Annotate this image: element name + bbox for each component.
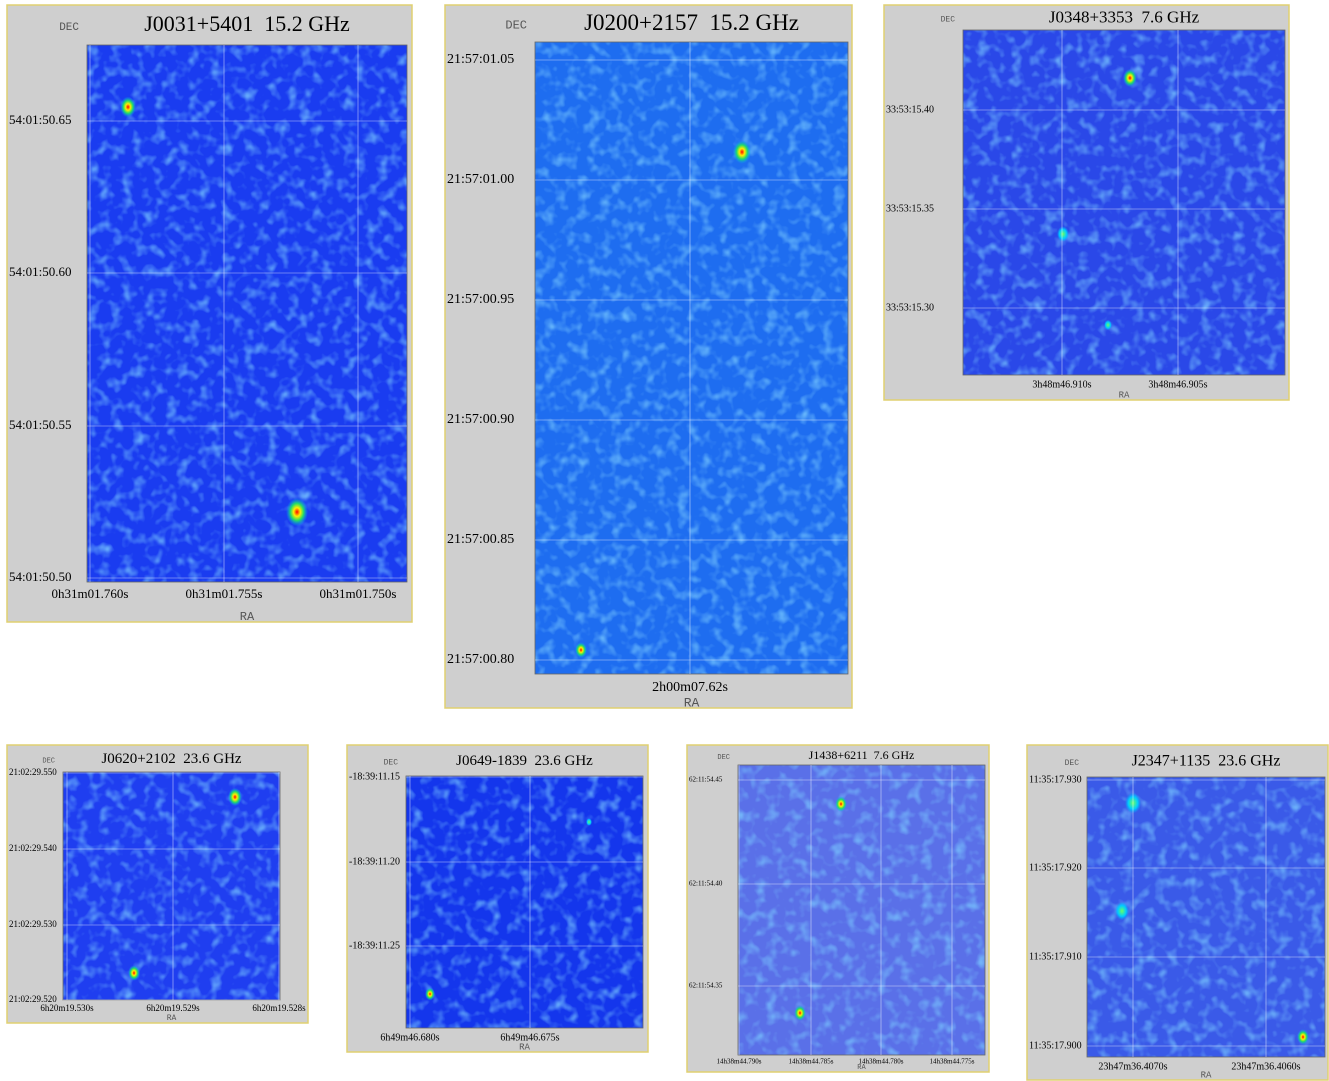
x-axis-label: RA (240, 610, 255, 624)
y-tick-label: 11:35:17.930 (1029, 774, 1082, 785)
x-tick-label: 14h38m44.790s (717, 1058, 762, 1066)
radio-source (425, 988, 435, 1001)
y-tick-label: 21:57:00.85 (447, 532, 514, 547)
radio-source (794, 1005, 806, 1021)
x-axis-label: RA (1201, 1070, 1212, 1080)
panel: J1438+6211 7.6 GHzDECRA62:11:54.4562:11:… (687, 745, 989, 1072)
x-tick-label: 6h20m19.530s (40, 1003, 94, 1013)
y-tick-label: 21:02:29.530 (9, 919, 57, 929)
x-tick-label: 23h47m36.4060s (1231, 1061, 1300, 1072)
y-tick-label: 33:53:15.30 (886, 302, 934, 313)
y-tick-label: 62:11:54.35 (689, 982, 723, 990)
radio-source (586, 818, 592, 826)
radio-source (733, 140, 751, 163)
radio-source (228, 788, 242, 806)
x-tick-label: 14h38m44.775s (930, 1058, 975, 1066)
y-tick-label: 54:01:50.65 (9, 112, 71, 127)
y-tick-label: 11:35:17.920 (1029, 862, 1082, 873)
x-tick-label: 23h47m36.4070s (1098, 1061, 1167, 1072)
y-tick-label: -18:39:11.25 (349, 940, 400, 951)
radio-source (1057, 226, 1069, 242)
y-tick-label: 62:11:54.45 (689, 776, 723, 784)
y-tick-label: 21:57:00.80 (447, 652, 514, 667)
y-axis-label: DEC (384, 759, 399, 768)
y-tick-label: 33:53:15.35 (886, 203, 934, 214)
y-axis-label: DEC (42, 757, 55, 765)
radio-source (1123, 69, 1137, 87)
image-noise (406, 776, 643, 1028)
radio-source (1104, 320, 1112, 330)
image-noise (87, 45, 407, 582)
y-tick-label: 21:57:00.95 (447, 292, 514, 307)
panel-title: J0348+3353 7.6 GHz (1049, 7, 1200, 26)
y-tick-label: 54:01:50.55 (9, 417, 71, 432)
x-tick-label: 3h48m46.905s (1148, 379, 1207, 390)
y-tick-label: -18:39:11.20 (349, 856, 400, 867)
radio-source (835, 796, 847, 812)
y-tick-label: 21:02:29.540 (9, 843, 57, 853)
x-tick-label: 6h20m19.529s (146, 1003, 200, 1013)
image-noise (738, 765, 985, 1055)
figure: J0031+5401 15.2 GHz DEC RA 54:01:50.65 54:01… (0, 0, 1329, 1081)
panel: J0649-1839 23.6 GHz DEC RA -18:39:11.15 -18:… (347, 745, 648, 1052)
panel-title: J0031+5401 15.2 GHz (144, 11, 350, 36)
panel-title: J1438+6211 7.6 GHz (809, 748, 915, 762)
panel-title: J2347+1135 23.6 GHz (1132, 753, 1281, 770)
image-noise (535, 42, 848, 674)
radio-source (575, 642, 587, 658)
radio-source (286, 498, 308, 527)
x-tick-label: 0h31m01.760s (52, 586, 129, 601)
x-tick-label: 0h31m01.755s (186, 586, 263, 601)
x-tick-label: 14h38m44.785s (789, 1058, 834, 1066)
y-axis-label: DEC (941, 16, 956, 25)
panel-title: J0649-1839 23.6 GHz (456, 753, 593, 769)
panel: J2347+1135 23.6 GHz DEC RA 11:35:17.930 11:3… (1027, 745, 1328, 1080)
y-tick-label: 21:57:00.90 (447, 412, 514, 427)
radio-source (120, 97, 136, 118)
panel-title: J0200+2157 15.2 GHz (584, 10, 799, 35)
y-tick-label: 21:57:01.00 (447, 172, 514, 187)
y-tick-label: 54:01:50.60 (9, 264, 71, 279)
x-axis-label: RA (167, 1014, 177, 1023)
y-tick-label: 11:35:17.910 (1029, 951, 1082, 962)
panel: J0348+3353 7.6 GHz DEC RA 33:53:15.40 33:53:… (884, 5, 1289, 400)
x-tick-label: 6h49m46.680s (380, 1032, 439, 1043)
y-axis-label: DEC (59, 22, 79, 34)
y-axis-label: DEC (717, 754, 730, 762)
y-axis-label: DEC (1065, 759, 1080, 768)
y-tick-label: 21:57:01.05 (447, 52, 514, 67)
x-axis-label: RA (684, 695, 700, 710)
x-tick-label: 3h48m46.910s (1032, 379, 1091, 390)
x-tick-label: 6h20m19.528s (252, 1003, 306, 1013)
radio-source (1297, 1029, 1309, 1045)
x-axis-label: RA (1119, 390, 1130, 400)
panel: J0031+5401 15.2 GHz DEC RA 54:01:50.65 54:01… (7, 5, 412, 624)
x-tick-label: 2h00m07.62s (652, 680, 728, 695)
y-tick-label: 54:01:50.50 (9, 569, 71, 584)
panel-title: J0620+2102 23.6 GHz (101, 751, 241, 767)
y-axis-label: DEC (505, 19, 527, 33)
x-axis-label: RA (519, 1042, 530, 1052)
x-tick-label: 6h49m46.675s (500, 1032, 559, 1043)
y-tick-label: 62:11:54.40 (689, 880, 723, 888)
x-tick-label: 14h38m44.780s (859, 1058, 904, 1066)
radio-source (1115, 902, 1129, 920)
y-tick-label: 11:35:17.900 (1029, 1040, 1082, 1051)
y-tick-label: 21:02:29.550 (9, 767, 57, 777)
x-tick-label: 0h31m01.750s (320, 586, 397, 601)
radio-source (128, 965, 140, 981)
y-tick-label: -18:39:11.15 (349, 771, 400, 782)
panel: J0200+2157 15.2 GHz DEC RA 21:57:01.05 21:57… (445, 5, 852, 710)
image-noise (63, 772, 280, 1000)
y-tick-label: 33:53:15.40 (886, 104, 934, 115)
panel: J0620+2102 23.6 GHz DEC RA 21:02:29.550 21:0… (7, 745, 308, 1023)
